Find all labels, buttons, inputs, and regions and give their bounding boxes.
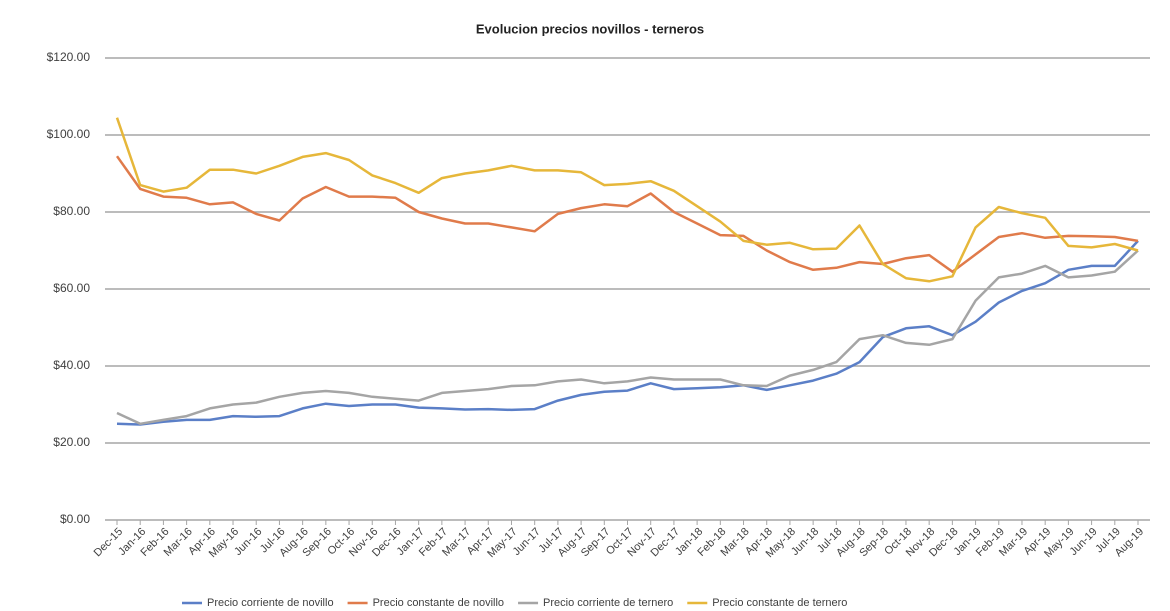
y-tick-label: $0.00	[60, 512, 90, 526]
legend-label: Precio corriente de novillo	[207, 597, 334, 609]
series-line	[115, 117, 1139, 283]
y-tick-label: $80.00	[53, 204, 90, 218]
legend-label: Precio constante de ternero	[712, 597, 847, 609]
legend-item: Precio corriente de ternero	[518, 597, 673, 609]
series-line	[116, 240, 1139, 426]
y-tick-label: $20.00	[53, 435, 90, 449]
y-tick-label: $40.00	[53, 358, 90, 372]
chart-title: Evolucion precios novillos - terneros	[476, 21, 704, 36]
legend-item: Precio corriente de novillo	[182, 597, 334, 609]
series-line	[116, 249, 1139, 426]
legend-item: Precio constante de ternero	[687, 597, 847, 609]
y-tick-label: $120.00	[47, 50, 91, 64]
legend-label: Precio constante de novillo	[373, 597, 504, 609]
legend-label: Precio corriente de ternero	[543, 597, 673, 609]
series-line	[115, 155, 1139, 273]
y-tick-label: $100.00	[47, 127, 91, 141]
y-tick-label: $60.00	[53, 281, 90, 295]
legend-item: Precio constante de novillo	[347, 597, 504, 609]
